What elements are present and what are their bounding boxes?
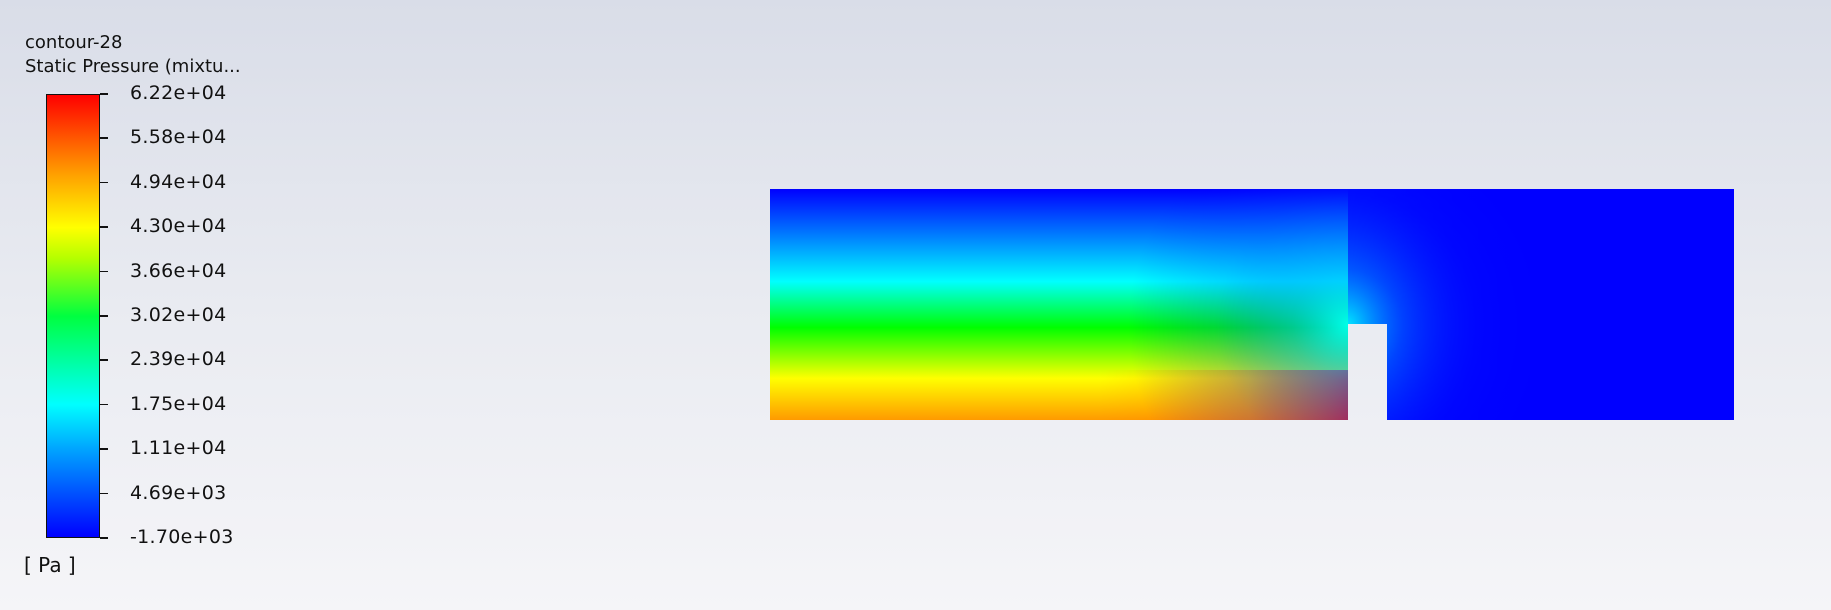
legend-variable: Static Pressure (mixtu...: [25, 56, 241, 77]
tick-mark: [100, 492, 108, 495]
tick-mark: [100, 403, 108, 406]
tick-mark: [100, 448, 108, 450]
legend-title: contour-28: [25, 32, 123, 53]
tick-label: 3.66e+04: [130, 259, 227, 282]
tick-mark: [100, 137, 108, 139]
colorbar-ticks: 6.22e+04 5.58e+04 4.94e+04 4.30e+04 3.66e+04…: [100, 82, 300, 548]
tick-mark: [100, 315, 108, 317]
tick-mark: [100, 537, 108, 539]
tick-label: 2.39e+04: [130, 348, 227, 371]
tick-label: 3.02e+04: [130, 304, 227, 326]
tick-mark: [100, 270, 108, 273]
tick-label: -1.70e+03: [130, 526, 234, 548]
tick-label: 4.94e+04: [130, 170, 227, 193]
tick-label: 4.69e+03: [130, 481, 227, 504]
pressure-field: [770, 189, 1734, 420]
colormap-legend: contour-28 Static Pressure (mixtu... 6.2…: [0, 0, 300, 610]
tick-label: 1.11e+04: [130, 437, 227, 460]
legend-unit: [ Pa ]: [24, 553, 76, 577]
tick-mark: [100, 226, 108, 228]
tick-label: 5.58e+04: [130, 126, 227, 149]
tick-mark: [100, 93, 108, 95]
tick-mark: [100, 359, 108, 361]
tick-label: 4.30e+04: [130, 215, 227, 238]
downstream-fade: [1348, 189, 1608, 420]
tick-mark: [100, 181, 108, 184]
tick-label: 1.75e+04: [130, 392, 227, 415]
colorbar: [46, 94, 100, 538]
tick-label: 6.22e+04: [130, 82, 227, 104]
